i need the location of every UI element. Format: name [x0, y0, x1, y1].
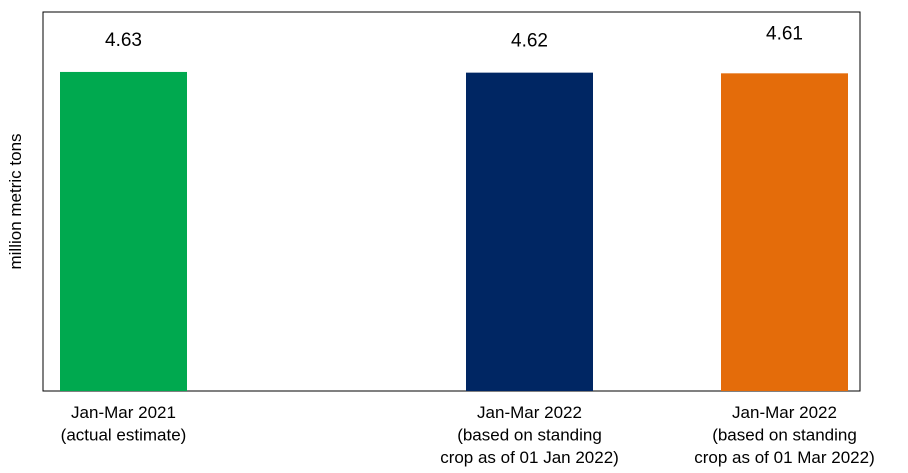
bar — [60, 71, 187, 391]
value-label: 4.62 — [511, 31, 548, 52]
plot-frame — [42, 11, 861, 392]
bar — [466, 72, 593, 391]
value-label: 4.63 — [105, 30, 142, 51]
x-tick-label: Jan-Mar 2021 (actual estimate) — [61, 403, 187, 445]
x-tick-label: Jan-Mar 2022 (based on standing crop as of… — [440, 403, 619, 467]
x-tick-label: Jan-Mar 2022 (based on standing crop as of… — [694, 403, 874, 467]
bar — [721, 73, 848, 391]
y-axis-label: million metric tons — [6, 133, 25, 269]
value-label: 4.61 — [766, 23, 803, 44]
